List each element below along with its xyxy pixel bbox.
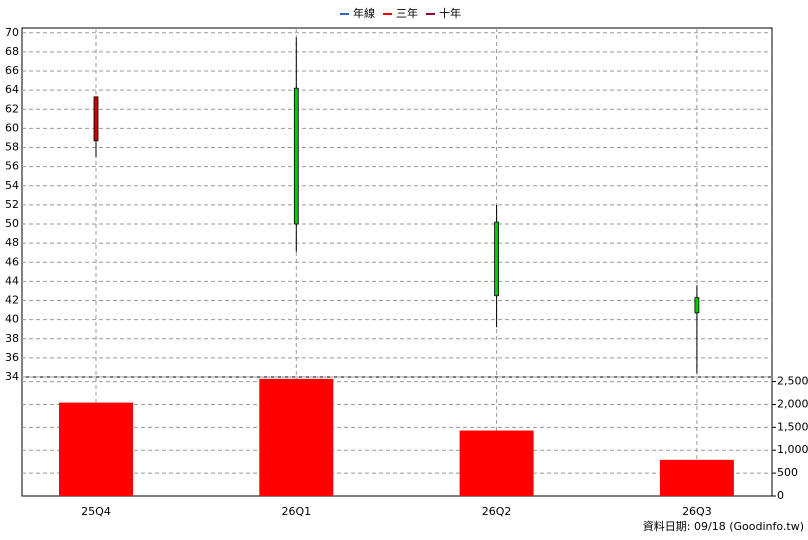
candle-body <box>694 297 700 314</box>
volume-bar <box>59 402 133 496</box>
volume-bar <box>459 430 534 496</box>
y-tick-label: 60 <box>5 121 19 134</box>
y-tick-label: 42 <box>5 294 19 307</box>
y-tick-label: 66 <box>5 64 19 77</box>
y-tick-label: 52 <box>5 198 19 211</box>
y-tick-label: 54 <box>5 179 19 192</box>
x-tick-label: 26Q3 <box>682 505 712 518</box>
volume-bar <box>259 378 334 496</box>
x-tick-label: 26Q2 <box>482 505 512 518</box>
y2-tick-label: 1,500 <box>777 420 808 433</box>
y-tick-label: 50 <box>5 217 19 230</box>
volume-bar <box>659 459 734 496</box>
y-tick-label: 48 <box>5 236 19 249</box>
x-tick-label: 25Q4 <box>81 505 111 518</box>
y-tick-label: 70 <box>5 26 19 39</box>
y2-tick-label: 2,500 <box>777 375 808 388</box>
y-tick-label: 58 <box>5 141 19 154</box>
y-tick-label: 44 <box>5 274 19 287</box>
y2-tick-label: 0 <box>777 489 784 502</box>
y-tick-label: 36 <box>5 351 19 364</box>
candle-body <box>93 96 99 142</box>
footnote: 資料日期: 09/18 (Goodinfo.tw) <box>643 519 804 533</box>
y-tick-label: 34 <box>5 370 19 383</box>
legend-label: 年線 <box>353 6 375 20</box>
candle-body <box>293 87 299 225</box>
y-tick-label: 46 <box>5 255 19 268</box>
y-tick-label: 68 <box>5 45 19 58</box>
y-tick-label: 62 <box>5 102 19 115</box>
y2-tick-label: 500 <box>777 466 798 479</box>
y-tick-label: 56 <box>5 160 19 173</box>
legend-label: 十年 <box>439 6 461 20</box>
y2-tick-label: 1,000 <box>777 443 808 456</box>
legend-label: 三年 <box>396 6 418 20</box>
x-tick-label: 26Q1 <box>281 505 311 518</box>
y-tick-label: 38 <box>5 332 19 345</box>
candle-body <box>494 221 500 297</box>
y-tick-label: 40 <box>5 313 19 326</box>
y2-tick-label: 2,000 <box>777 397 808 410</box>
y-tick-label: 64 <box>5 83 19 96</box>
